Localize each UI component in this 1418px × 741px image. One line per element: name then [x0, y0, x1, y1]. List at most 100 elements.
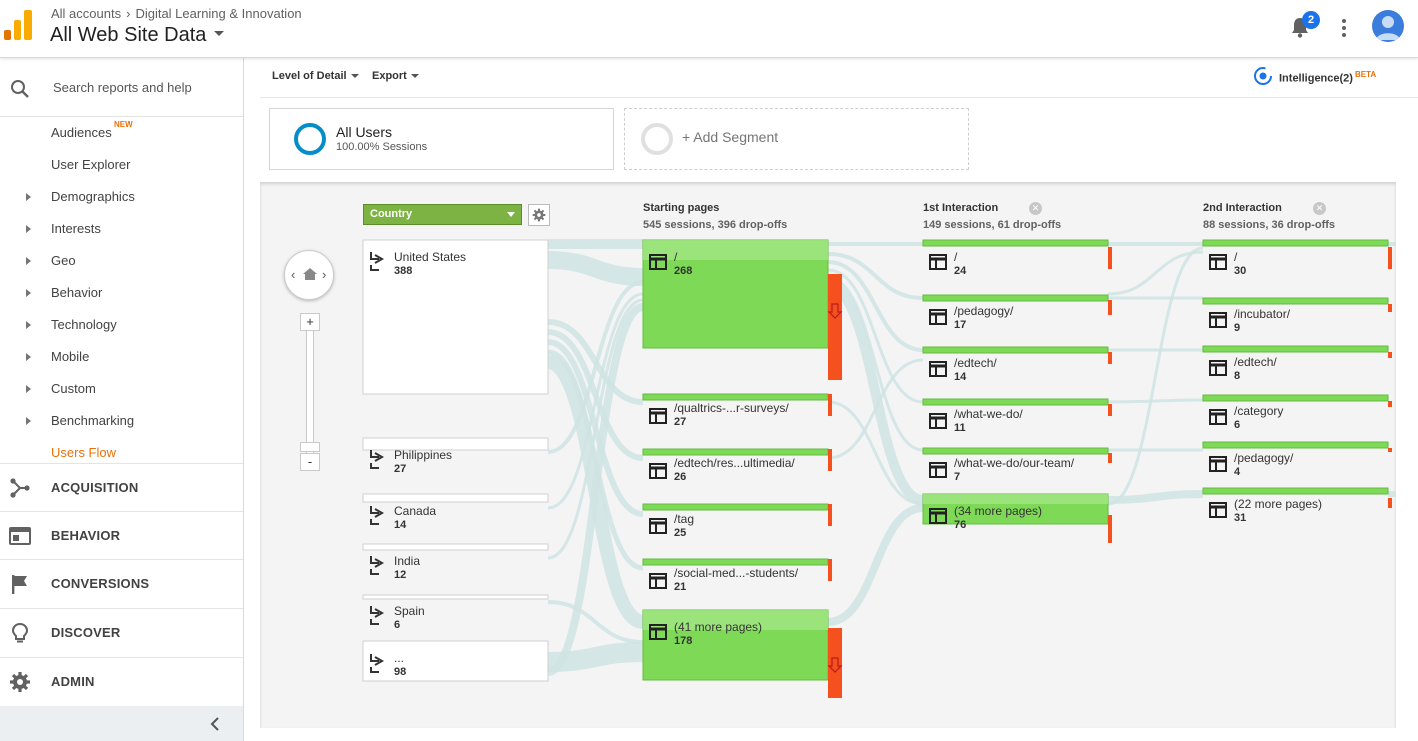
caret-down-icon — [410, 74, 419, 79]
sidebar-section-acquisition[interactable]: ACQUISITION — [0, 463, 243, 511]
expand-arrow-icon — [26, 417, 31, 425]
sidebar-item-label: Demographics — [51, 189, 135, 204]
page-node-label: /social-med...-students/ — [674, 566, 799, 580]
zoom-out-button[interactable]: - — [300, 453, 320, 471]
page-icon — [649, 254, 667, 270]
page-icon — [929, 508, 947, 524]
sidebar-item-user-explorer[interactable]: User Explorer — [0, 149, 243, 181]
settings-gear-icon[interactable] — [528, 204, 550, 226]
sidebar-section-behavior[interactable]: BEHAVIOR — [0, 511, 243, 559]
zoom-slider-handle[interactable] — [300, 442, 320, 452]
sidebar-section-discover[interactable]: DISCOVER — [0, 608, 243, 656]
sidebar-item-demographics[interactable]: Demographics — [0, 181, 243, 213]
page-node-count: 76 — [954, 519, 967, 531]
page-node-count: 31 — [1234, 512, 1247, 524]
section-label: BEHAVIOR — [51, 528, 121, 543]
breadcrumb-account-name[interactable]: Digital Learning & Innovation — [135, 6, 302, 21]
page-node-label: /pedagogy/ — [1234, 451, 1294, 465]
intelligence-icon[interactable] — [1253, 66, 1273, 86]
dropoff-bar — [1388, 498, 1392, 508]
entry-arrow-icon — [370, 606, 385, 625]
column-title-starting-pages: Starting pages — [643, 202, 720, 214]
page-node-count: 30 — [1234, 265, 1247, 277]
country-node-box — [362, 594, 549, 600]
page-node-bar — [922, 239, 1109, 247]
expand-arrow-icon — [26, 193, 31, 201]
page-node-count: 7 — [954, 471, 961, 483]
sidebar-item-geo[interactable]: Geo — [0, 245, 243, 277]
sidebar-item-label: User Explorer — [51, 157, 131, 172]
flow-link — [1107, 250, 1204, 296]
page-node-label: /edtech/ — [954, 356, 997, 370]
more-options-icon[interactable] — [1337, 17, 1351, 39]
dimension-label: Country — [370, 208, 413, 220]
page-node-count: 4 — [1234, 466, 1241, 478]
entry-arrow-icon — [370, 654, 385, 673]
home-icon[interactable] — [302, 266, 318, 282]
segment-name: All Users — [336, 124, 393, 140]
users-flow-canvas[interactable]: ‹ › + - Country Starting pages 545 sessi… — [260, 182, 1396, 728]
sidebar-section-admin[interactable]: ADMIN — [0, 657, 243, 705]
zoom-slider-track[interactable] — [306, 328, 314, 460]
zoom-pan-control[interactable]: ‹ › — [284, 250, 334, 300]
close-column-icon[interactable]: ✕ — [1313, 202, 1326, 215]
property-selector[interactable]: All Web Site Data — [50, 24, 225, 47]
chevron-left-icon[interactable] — [208, 716, 224, 732]
sidebar-collapse-bar[interactable] — [0, 706, 243, 741]
page-icon — [1209, 360, 1227, 376]
page-node-count: 25 — [674, 527, 687, 539]
page-icon — [929, 254, 947, 270]
intelligence-label: Intelligence(2) — [1279, 72, 1353, 85]
add-segment-button[interactable]: + Add Segment — [624, 108, 969, 170]
dropoff-bar — [828, 449, 832, 471]
expand-arrow-icon — [26, 353, 31, 361]
sidebar-item-custom[interactable]: Custom — [0, 373, 243, 405]
sidebar-section-conversions[interactable]: CONVERSIONS — [0, 559, 243, 607]
page-node-label: /incubator/ — [1234, 307, 1291, 321]
flow-link — [547, 298, 644, 560]
breadcrumb[interactable]: All accounts › Digital Learning & Innovati… — [51, 6, 302, 21]
dropoff-bar — [1388, 304, 1392, 312]
sidebar-item-technology[interactable]: Technology — [0, 309, 243, 341]
search-icon — [11, 80, 29, 98]
caret-down-icon — [350, 74, 359, 79]
sidebar-item-users-flow[interactable]: Users Flow — [0, 437, 243, 469]
breadcrumb-accounts[interactable]: All accounts — [51, 6, 122, 21]
entry-arrow-icon — [370, 252, 385, 271]
page-node-label: (22 more pages) — [1234, 497, 1323, 511]
page-node-bar — [642, 503, 829, 511]
sidebar-item-interests[interactable]: Interests — [0, 213, 243, 245]
page-icon — [1209, 456, 1227, 472]
country-node-label: India — [394, 554, 421, 568]
country-node-count: 14 — [394, 519, 407, 531]
level-of-detail-dropdown[interactable]: Level of Detail — [272, 70, 359, 82]
country-node-count: 6 — [394, 619, 401, 631]
report-toolbar: Level of Detail Export Intelligence(2) BE… — [260, 58, 1418, 98]
segment-bar: All Users 100.00% Sessions + Add Segment — [260, 98, 1396, 182]
acquisition-icon — [10, 478, 30, 498]
close-column-icon[interactable]: ✕ — [1029, 202, 1042, 215]
sidebar-item-benchmarking[interactable]: Benchmarking — [0, 405, 243, 437]
sidebar-item-audiences[interactable]: Audiences NEW — [0, 117, 243, 149]
country-node-box — [362, 437, 549, 451]
analytics-logo[interactable] — [4, 10, 32, 40]
sidebar-item-mobile[interactable]: Mobile — [0, 341, 243, 373]
zoom-in-button[interactable]: + — [300, 313, 320, 331]
export-dropdown[interactable]: Export — [372, 70, 419, 82]
sidebar-search[interactable]: Search reports and help — [0, 58, 243, 117]
segment-all-users[interactable]: All Users 100.00% Sessions — [269, 108, 614, 170]
section-label: DISCOVER — [51, 625, 121, 640]
sidebar-item-behavior[interactable]: Behavior — [0, 277, 243, 309]
intelligence-button[interactable]: Intelligence(2) BETA — [1279, 70, 1376, 85]
search-input[interactable]: Search reports and help — [53, 80, 192, 95]
flow-links — [362, 239, 1396, 698]
pan-right-icon[interactable]: › — [322, 267, 327, 282]
dropoff-bar — [1108, 300, 1112, 315]
page-node-count: 27 — [674, 416, 687, 428]
dimension-select[interactable]: Country — [363, 204, 522, 225]
country-node-count: 388 — [394, 265, 413, 277]
dropoff-bar — [828, 394, 832, 416]
sidebar-item-label: Behavior — [51, 285, 103, 300]
account-avatar[interactable] — [1372, 10, 1404, 42]
pan-left-icon[interactable]: ‹ — [291, 267, 296, 282]
